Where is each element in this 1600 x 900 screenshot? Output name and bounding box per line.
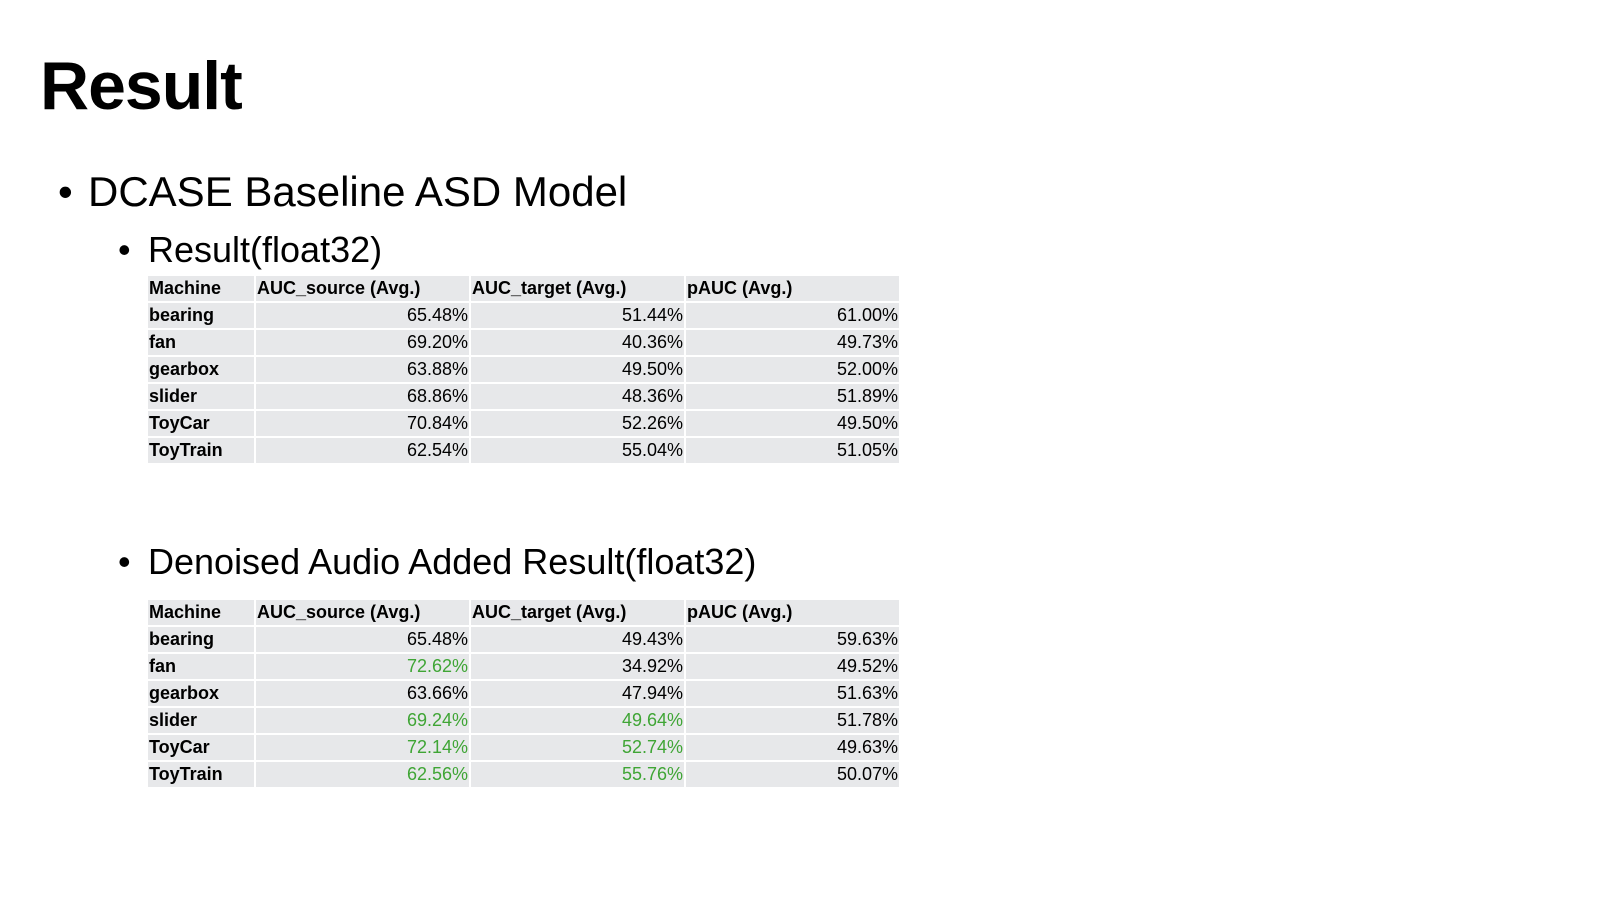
header-auc-source: AUC_source (Avg.) xyxy=(256,600,469,625)
header-pauc: pAUC (Avg.) xyxy=(686,276,899,301)
cell-auc-source: 63.66% xyxy=(256,681,469,706)
cell-auc-target: 52.26% xyxy=(471,411,684,436)
section1-heading: Result(float32) xyxy=(148,229,383,270)
header-auc-target: AUC_target (Avg.) xyxy=(471,276,684,301)
table-row: bearing 65.48% 51.44% 61.00% xyxy=(148,303,899,328)
cell-auc-source: 63.88% xyxy=(256,357,469,382)
cell-auc-source: 68.86% xyxy=(256,384,469,409)
header-machine: Machine xyxy=(148,600,254,625)
cell-machine: ToyTrain xyxy=(148,762,254,787)
cell-pauc: 50.07% xyxy=(686,762,899,787)
table-header-row: Machine AUC_source (Avg.) AUC_target (Av… xyxy=(148,600,899,625)
cell-pauc: 51.89% xyxy=(686,384,899,409)
cell-auc-source-improved: 62.56% xyxy=(256,762,469,787)
cell-machine: fan xyxy=(148,330,254,355)
cell-pauc: 61.00% xyxy=(686,303,899,328)
bullet-main-text: DCASE Baseline ASD Model xyxy=(88,168,628,215)
table-header-row: Machine AUC_source (Avg.) AUC_target (Av… xyxy=(148,276,899,301)
bullet-dot: • xyxy=(58,168,73,215)
cell-auc-target: 40.36% xyxy=(471,330,684,355)
slide-title: Result xyxy=(40,48,243,124)
table-row: slider 69.24% 49.64% 51.78% xyxy=(148,708,899,733)
bullet-section1: • Result(float32) xyxy=(118,228,382,272)
header-machine: Machine xyxy=(148,276,254,301)
cell-machine: slider xyxy=(148,708,254,733)
header-pauc: pAUC (Avg.) xyxy=(686,600,899,625)
cell-machine: gearbox xyxy=(148,681,254,706)
cell-pauc: 52.00% xyxy=(686,357,899,382)
cell-auc-target: 48.36% xyxy=(471,384,684,409)
cell-pauc: 49.52% xyxy=(686,654,899,679)
bullet-dot: • xyxy=(118,229,131,270)
bullet-section2: • Denoised Audio Added Result(float32) xyxy=(118,540,756,584)
cell-auc-source-improved: 72.14% xyxy=(256,735,469,760)
table-row: slider 68.86% 48.36% 51.89% xyxy=(148,384,899,409)
cell-pauc: 49.63% xyxy=(686,735,899,760)
cell-machine: ToyCar xyxy=(148,735,254,760)
section2-heading: Denoised Audio Added Result(float32) xyxy=(148,541,757,582)
cell-pauc: 49.73% xyxy=(686,330,899,355)
bullet-main: • DCASE Baseline ASD Model xyxy=(58,166,627,218)
cell-pauc: 49.50% xyxy=(686,411,899,436)
cell-machine: gearbox xyxy=(148,357,254,382)
cell-auc-source-improved: 72.62% xyxy=(256,654,469,679)
results-table-float32: Machine AUC_source (Avg.) AUC_target (Av… xyxy=(146,274,901,465)
cell-pauc: 51.63% xyxy=(686,681,899,706)
cell-auc-source: 69.20% xyxy=(256,330,469,355)
cell-machine: fan xyxy=(148,654,254,679)
cell-machine: bearing xyxy=(148,303,254,328)
cell-pauc: 51.05% xyxy=(686,438,899,463)
cell-pauc: 51.78% xyxy=(686,708,899,733)
cell-auc-source-improved: 69.24% xyxy=(256,708,469,733)
table-row: bearing 65.48% 49.43% 59.63% xyxy=(148,627,899,652)
cell-auc-source: 62.54% xyxy=(256,438,469,463)
cell-auc-target-improved: 49.64% xyxy=(471,708,684,733)
cell-auc-target: 51.44% xyxy=(471,303,684,328)
cell-pauc: 59.63% xyxy=(686,627,899,652)
bullet-dot: • xyxy=(118,541,131,582)
cell-auc-source: 65.48% xyxy=(256,627,469,652)
table-row: gearbox 63.88% 49.50% 52.00% xyxy=(148,357,899,382)
table-row: ToyCar 70.84% 52.26% 49.50% xyxy=(148,411,899,436)
table-row: gearbox 63.66% 47.94% 51.63% xyxy=(148,681,899,706)
cell-auc-target: 49.43% xyxy=(471,627,684,652)
cell-auc-target: 49.50% xyxy=(471,357,684,382)
cell-machine: bearing xyxy=(148,627,254,652)
table-row: fan 69.20% 40.36% 49.73% xyxy=(148,330,899,355)
cell-auc-target: 55.04% xyxy=(471,438,684,463)
header-auc-source: AUC_source (Avg.) xyxy=(256,276,469,301)
cell-auc-target: 47.94% xyxy=(471,681,684,706)
header-auc-target: AUC_target (Avg.) xyxy=(471,600,684,625)
table-row: fan 72.62% 34.92% 49.52% xyxy=(148,654,899,679)
cell-auc-source: 70.84% xyxy=(256,411,469,436)
cell-auc-target: 34.92% xyxy=(471,654,684,679)
cell-auc-target-improved: 55.76% xyxy=(471,762,684,787)
cell-machine: slider xyxy=(148,384,254,409)
cell-auc-source: 65.48% xyxy=(256,303,469,328)
results-table-denoised-float32: Machine AUC_source (Avg.) AUC_target (Av… xyxy=(146,598,901,789)
cell-machine: ToyTrain xyxy=(148,438,254,463)
cell-machine: ToyCar xyxy=(148,411,254,436)
table-row: ToyTrain 62.56% 55.76% 50.07% xyxy=(148,762,899,787)
cell-auc-target-improved: 52.74% xyxy=(471,735,684,760)
table-row: ToyCar 72.14% 52.74% 49.63% xyxy=(148,735,899,760)
table-row: ToyTrain 62.54% 55.04% 51.05% xyxy=(148,438,899,463)
